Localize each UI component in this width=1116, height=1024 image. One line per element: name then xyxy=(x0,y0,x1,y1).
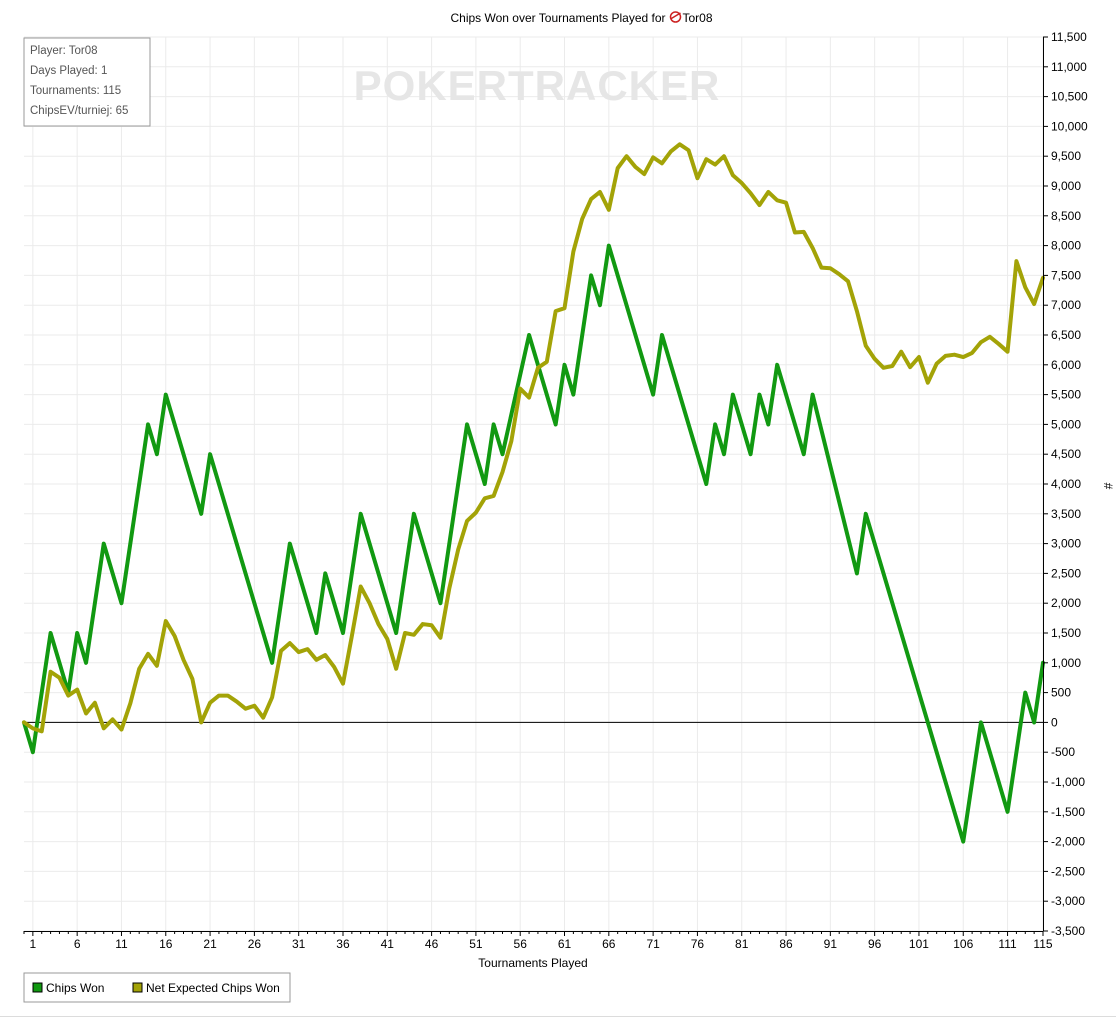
x-tick-label: 51 xyxy=(469,937,483,951)
x-tick-label: 66 xyxy=(602,937,616,951)
y-tick-label: 9,500 xyxy=(1051,149,1081,163)
y-tick-label: 8,500 xyxy=(1051,209,1081,223)
info-tournaments: Tournaments: 115 xyxy=(30,85,121,97)
y-tick-label: -1,500 xyxy=(1051,805,1085,819)
y-axis-ticks: -3,500 -3,000 -2,500 -2,000 -1,500 -1,000 -500… xyxy=(1043,30,1088,938)
legend: Chips Won Net Expected Chips Won xyxy=(23,972,291,1003)
x-tick-label: 16 xyxy=(159,937,173,951)
series-lines xyxy=(22,142,1045,844)
y-tick-label: 7,500 xyxy=(1051,268,1081,282)
x-tick-label: 111 xyxy=(998,937,1017,951)
y-tick-label: 8,000 xyxy=(1051,239,1081,253)
x-tick-label: 36 xyxy=(336,937,350,951)
y-tick-label: 1,000 xyxy=(1051,656,1081,670)
x-tick-label: 96 xyxy=(868,937,882,951)
y-tick-label: 4,000 xyxy=(1051,477,1081,491)
chart-title: Chips Won over Tournaments Played for xyxy=(451,11,666,25)
x-tick-label: 115 xyxy=(1033,937,1052,951)
y-tick-label: -2,500 xyxy=(1051,864,1085,878)
x-tick-label: 1 xyxy=(30,937,37,951)
legend-label-chips-won: Chips Won xyxy=(46,981,104,995)
x-axis-ticks: 1 6 11 16 21 26 31 36 41 46 51 56 61 66 71 76 81 86 91 96 10… xyxy=(23,931,1053,951)
x-tick-label: 56 xyxy=(514,937,528,951)
y-tick-label: 0 xyxy=(1051,715,1058,729)
y-tick-label: 5,500 xyxy=(1051,388,1081,402)
x-tick-label: 46 xyxy=(425,937,439,951)
x-tick-label: 31 xyxy=(292,937,306,951)
legend-frame xyxy=(23,972,291,1003)
x-tick-label: 41 xyxy=(381,937,395,951)
y-tick-label: -500 xyxy=(1051,745,1075,759)
x-tick-label: 26 xyxy=(248,937,262,951)
y-tick-label: 11,500 xyxy=(1051,30,1087,44)
legend-swatch-chips-won xyxy=(32,982,43,993)
x-tick-label: 76 xyxy=(691,937,705,951)
x-tick-label: 86 xyxy=(779,937,793,951)
watermark-logo: POKERTRACKER xyxy=(354,62,721,109)
series-line-net-expected xyxy=(22,142,1045,734)
y-tick-label: 500 xyxy=(1051,686,1071,700)
chart-title-player: Tor08 xyxy=(683,11,713,25)
legend-label-net-expected: Net Expected Chips Won xyxy=(146,981,280,995)
info-player: Player: Tor08 xyxy=(30,45,98,57)
info-days-played: Days Played: 1 xyxy=(30,65,107,77)
y-tick-label: 3,500 xyxy=(1051,507,1081,521)
footer-divider xyxy=(0,1016,1116,1017)
y-tick-label: 11,000 xyxy=(1051,60,1087,74)
x-tick-label: 91 xyxy=(824,937,838,951)
poker-chip-icon xyxy=(669,11,682,23)
chart-title-main: Chips Won over Tournaments Played for xyxy=(451,11,666,25)
x-tick-label: 106 xyxy=(953,937,973,951)
y-tick-label: 2,000 xyxy=(1051,596,1081,610)
y-tick-label: -2,000 xyxy=(1051,835,1085,849)
grid xyxy=(24,36,1044,932)
y-tick-label: 1,500 xyxy=(1051,626,1081,640)
legend-swatch-net-expected xyxy=(132,982,143,993)
x-tick-label: 6 xyxy=(74,937,81,951)
x-tick-label: 71 xyxy=(646,937,660,951)
y-tick-label: 10,500 xyxy=(1051,90,1088,104)
x-axis-label: Tournaments Played xyxy=(478,956,587,970)
info-chips-ev: ChipsEV/turniej: 65 xyxy=(30,105,128,117)
x-tick-label: 101 xyxy=(909,937,929,951)
y-tick-label: 7,000 xyxy=(1051,298,1081,312)
y-tick-label: 4,500 xyxy=(1051,447,1081,461)
y-axis-label: # xyxy=(1101,483,1115,490)
y-tick-label: 10,000 xyxy=(1051,119,1088,133)
y-tick-label: 5,000 xyxy=(1051,417,1081,431)
y-tick-label: 3,000 xyxy=(1051,537,1081,551)
info-box-frame xyxy=(23,37,151,127)
x-tick-label: 11 xyxy=(115,937,128,951)
series-line-chips-won xyxy=(22,243,1045,844)
y-tick-label: -1,000 xyxy=(1051,775,1085,789)
y-tick-label: 9,000 xyxy=(1051,179,1081,193)
y-tick-label: 6,000 xyxy=(1051,358,1081,372)
x-tick-label: 61 xyxy=(558,937,572,951)
y-tick-label: -3,500 xyxy=(1051,924,1085,938)
info-box: Player: Tor08 Days Played: 1 Tournaments… xyxy=(23,37,151,127)
y-tick-label: -3,000 xyxy=(1051,894,1085,908)
y-tick-label: 6,500 xyxy=(1051,328,1081,342)
x-tick-label: 21 xyxy=(203,937,217,951)
x-tick-label: 81 xyxy=(735,937,749,951)
y-tick-label: 2,500 xyxy=(1051,566,1081,580)
